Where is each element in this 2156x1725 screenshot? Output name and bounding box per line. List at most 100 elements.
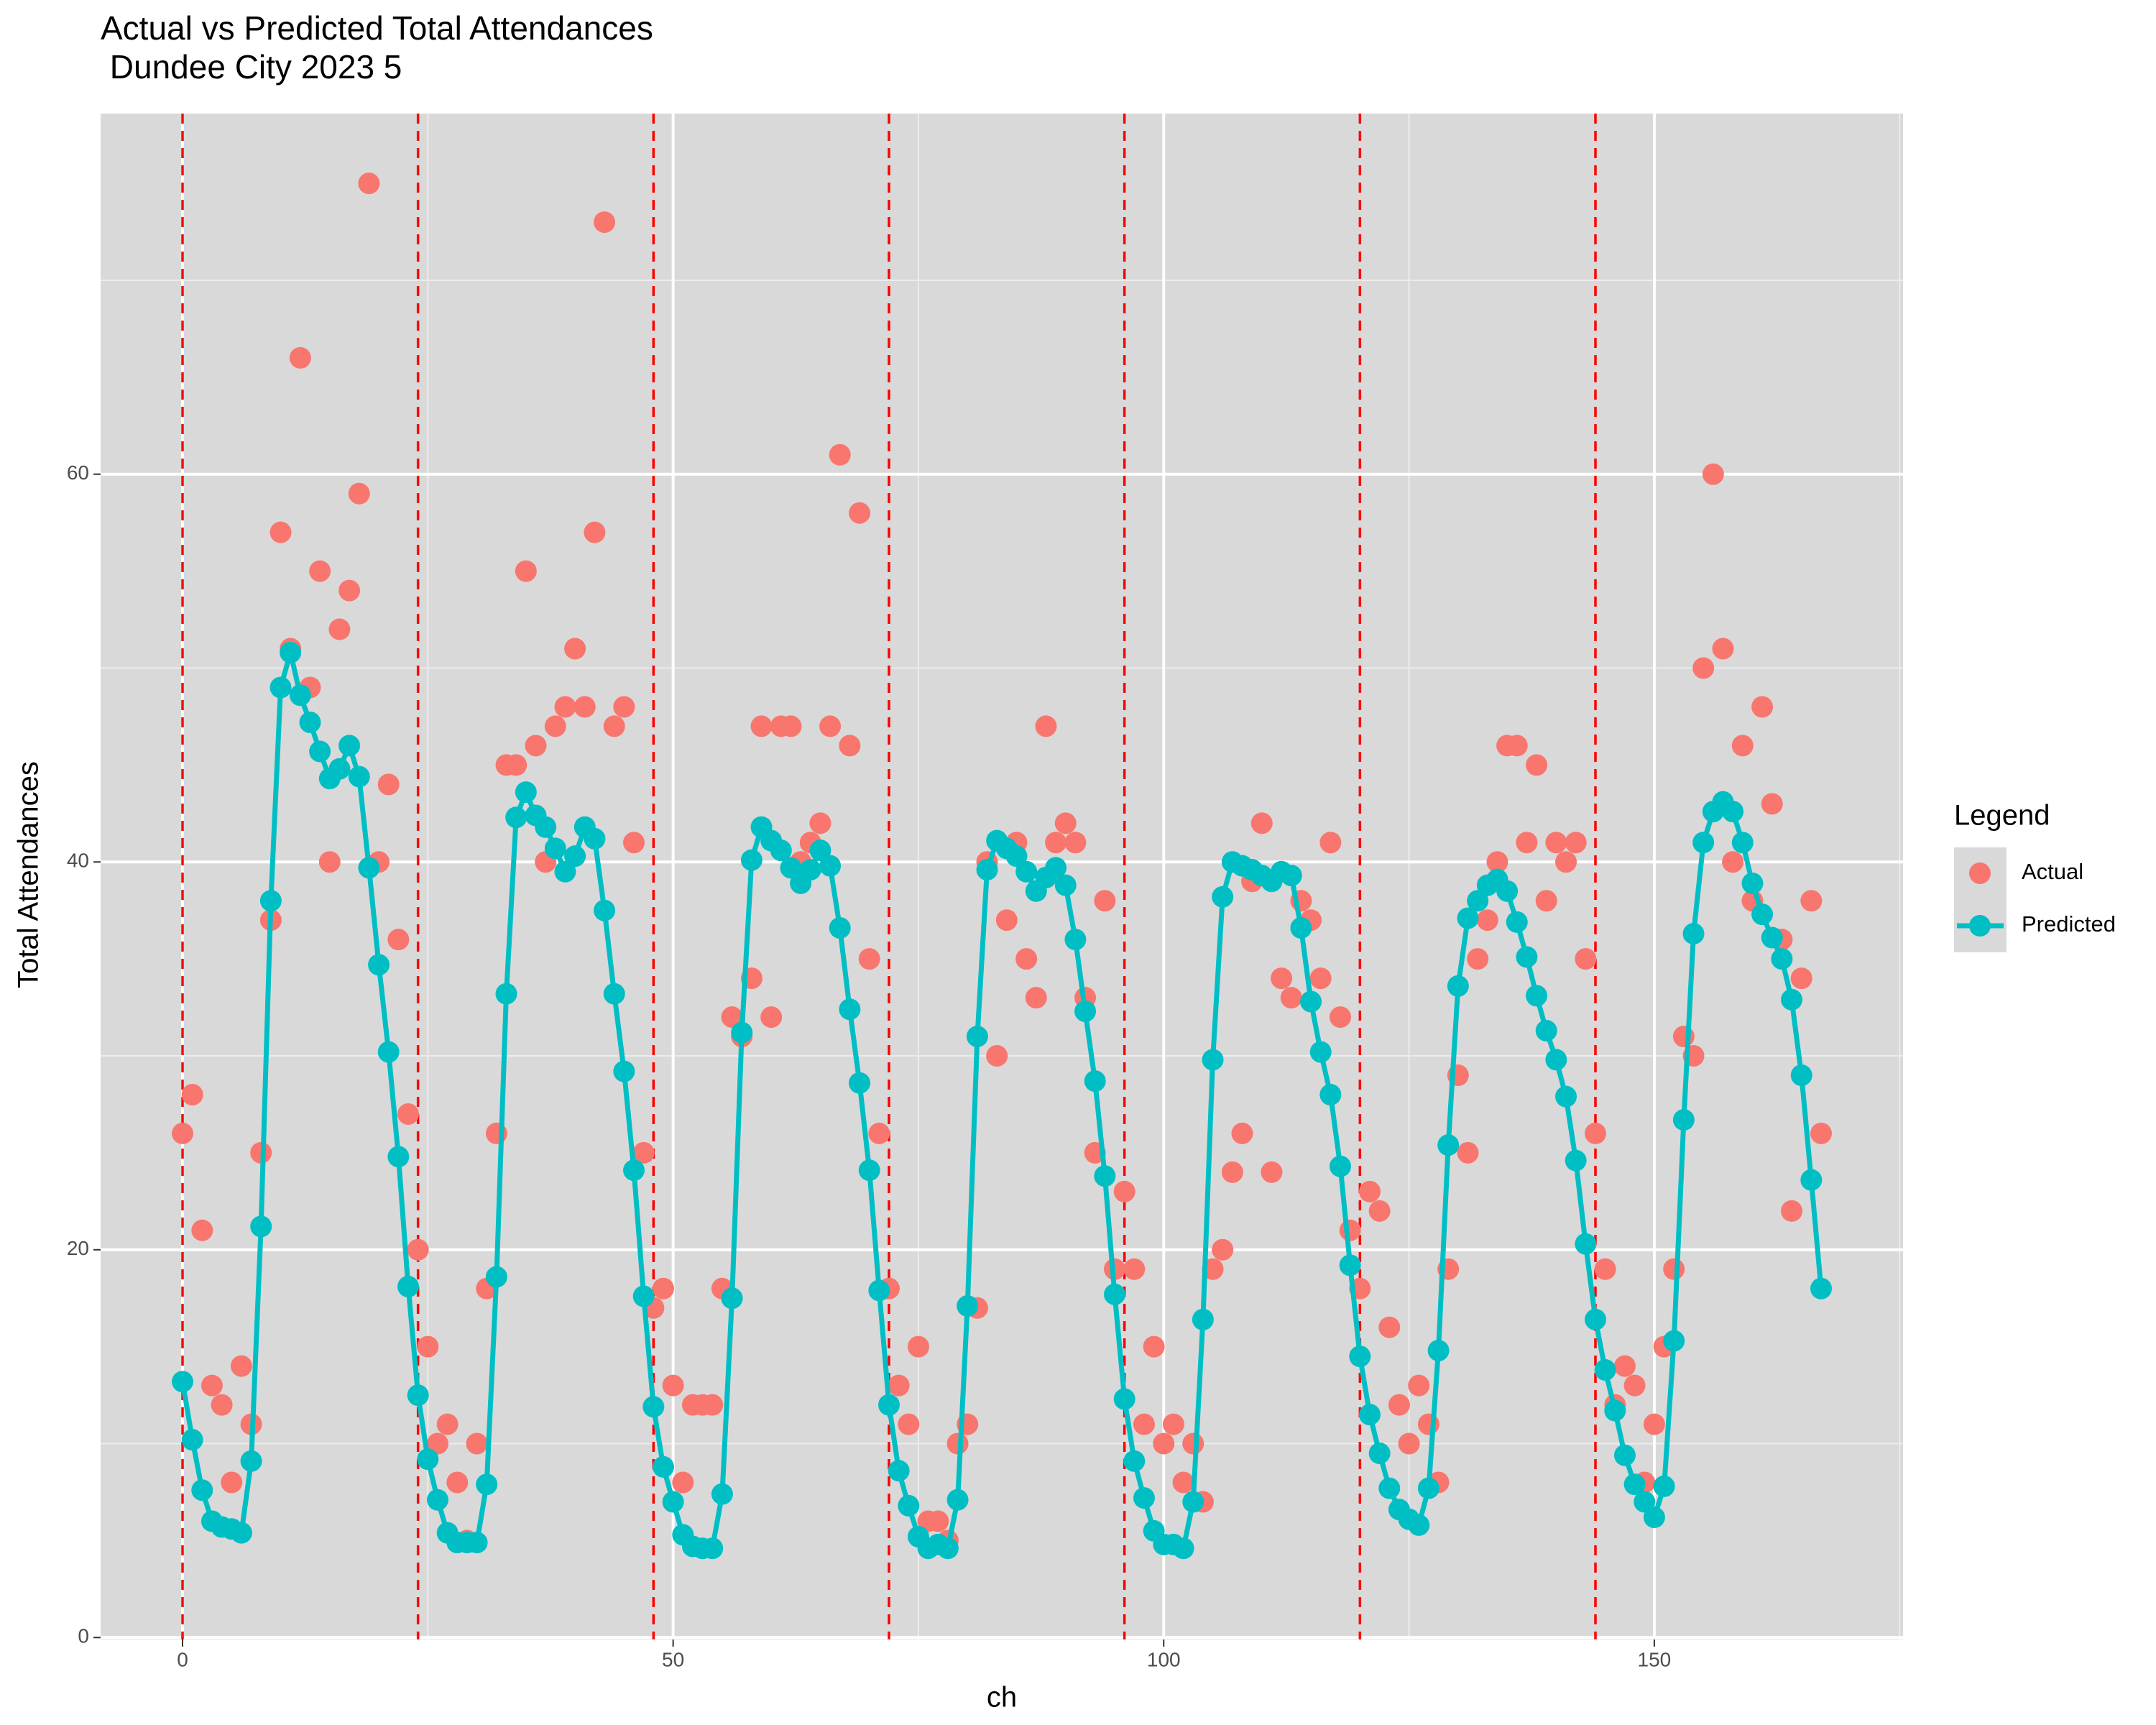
data-point (1339, 1254, 1361, 1276)
data-point (309, 740, 331, 763)
data-point (1231, 1122, 1253, 1144)
data-point (1261, 1161, 1283, 1183)
data-point (573, 696, 596, 718)
y-tick-label: 60 (67, 461, 89, 484)
data-point (829, 916, 851, 939)
data-point (1123, 1450, 1146, 1472)
x-tick-label: 100 (1147, 1648, 1181, 1670)
data-point (701, 1394, 724, 1416)
data-point (426, 1489, 448, 1511)
data-point (1682, 923, 1705, 945)
data-point (1604, 1399, 1626, 1422)
data-point (191, 1219, 213, 1241)
data-point (1398, 1432, 1420, 1455)
data-point (1319, 832, 1342, 854)
data-point (888, 1460, 910, 1482)
data-point (868, 1279, 890, 1302)
data-point (632, 1285, 655, 1307)
legend-swatch (1969, 915, 1991, 937)
y-tick-label: 40 (67, 850, 89, 872)
data-point (377, 1041, 400, 1063)
data-point (1800, 890, 1823, 912)
data-point (976, 859, 998, 881)
data-point (318, 851, 341, 873)
data-point (1457, 1141, 1479, 1164)
data-point (662, 1491, 684, 1513)
data-point (348, 765, 370, 788)
data-point (1486, 851, 1508, 873)
data-point (721, 1006, 743, 1029)
data-point (1800, 1169, 1823, 1191)
data-point (172, 1122, 193, 1144)
data-point (270, 521, 292, 543)
data-point (1496, 880, 1519, 902)
data-point (740, 849, 763, 871)
data-point (1408, 1514, 1430, 1536)
data-point (1172, 1537, 1194, 1560)
data-point (584, 521, 606, 543)
data-point (270, 676, 292, 699)
data-point (995, 909, 1018, 932)
data-point (505, 754, 528, 776)
data-point (1634, 1491, 1656, 1513)
data-point (397, 1276, 420, 1298)
data-point (289, 346, 311, 369)
data-point (1447, 975, 1469, 997)
data-point (1712, 638, 1734, 660)
x-tick-label: 150 (1638, 1648, 1672, 1670)
data-point (1672, 1026, 1695, 1048)
data-point (819, 855, 842, 877)
legend-label: Actual (2022, 859, 2083, 884)
data-point (1368, 1443, 1391, 1465)
data-point (338, 735, 361, 757)
data-point (1045, 857, 1067, 879)
data-point (1054, 874, 1077, 896)
data-point (1790, 1064, 1812, 1087)
data-point (1330, 1155, 1352, 1177)
data-point (1771, 948, 1793, 970)
data-point (1368, 1200, 1391, 1222)
data-point (1545, 1049, 1567, 1071)
data-point (1054, 812, 1077, 834)
data-point (711, 1483, 733, 1505)
data-point (839, 998, 861, 1021)
data-point (936, 1537, 959, 1560)
data-point (240, 1450, 262, 1472)
data-point (1349, 1346, 1371, 1368)
data-point (809, 840, 831, 862)
data-point (898, 1494, 920, 1517)
data-point (309, 560, 331, 582)
data-point (1408, 1374, 1430, 1397)
data-point (201, 1374, 223, 1397)
data-point (387, 929, 410, 951)
data-point (1506, 911, 1528, 933)
data-point (1064, 832, 1087, 854)
data-point (1565, 1149, 1587, 1172)
data-point (1526, 754, 1548, 776)
panel-background (101, 114, 1903, 1639)
data-point (1613, 1355, 1636, 1377)
data-point (1535, 890, 1557, 912)
data-point (809, 812, 831, 834)
data-point (986, 1045, 1008, 1067)
data-point (1692, 832, 1715, 854)
data-point (849, 502, 871, 524)
data-point (1722, 801, 1744, 823)
data-point (1133, 1487, 1155, 1509)
data-point (877, 1394, 900, 1416)
data-point (466, 1432, 488, 1455)
data-point (1692, 657, 1715, 679)
data-point (1378, 1477, 1401, 1499)
data-point (328, 618, 351, 640)
data-point (1162, 1413, 1184, 1435)
x-tick-label: 0 (177, 1648, 188, 1670)
data-point (1663, 1258, 1685, 1280)
data-point (1025, 987, 1047, 1009)
data-point (1506, 735, 1528, 757)
data-point (1212, 1238, 1234, 1261)
data-point (780, 715, 802, 737)
data-point (672, 1471, 694, 1494)
data-point (1623, 1374, 1646, 1397)
data-point (1280, 987, 1302, 1009)
